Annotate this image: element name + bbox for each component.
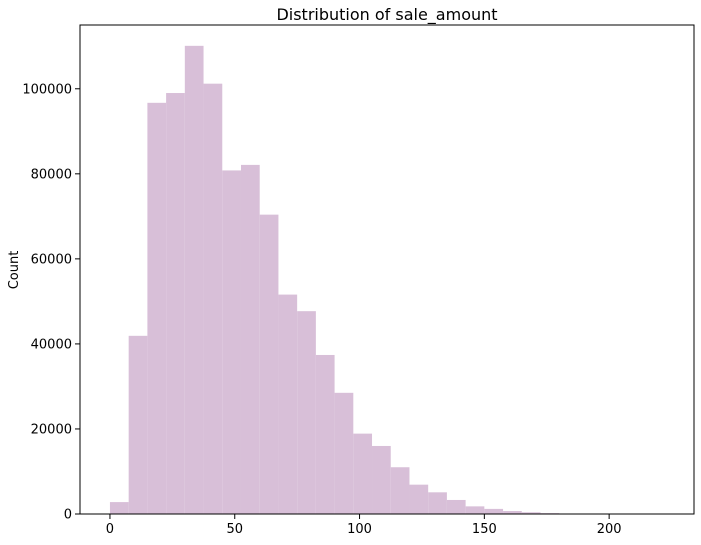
histogram-bar-3 <box>166 93 185 514</box>
histogram-bar-13 <box>353 434 372 514</box>
histogram-bar-16 <box>409 485 428 514</box>
y-tick-label-0: 0 <box>64 508 72 523</box>
x-tick-label-4: 200 <box>597 522 622 537</box>
histogram-bar-20 <box>484 509 503 514</box>
histogram-bar-19 <box>466 506 485 514</box>
y-axis-label: Count <box>7 251 22 290</box>
chart-title: Distribution of sale_amount <box>276 5 497 25</box>
histogram-bar-18 <box>447 500 466 514</box>
y-tick-label-2: 40000 <box>31 337 72 352</box>
histogram-bar-2 <box>147 103 166 514</box>
histogram-bar-8 <box>260 215 279 514</box>
x-tick-label-2: 100 <box>347 522 372 537</box>
histogram-bar-9 <box>278 295 297 514</box>
y-tick-label-3: 60000 <box>31 252 72 267</box>
histogram-bar-12 <box>335 393 354 514</box>
histogram-bar-7 <box>241 165 260 514</box>
histogram-bar-10 <box>297 311 316 514</box>
y-tick-label-4: 80000 <box>31 167 72 182</box>
histogram-bar-0 <box>110 502 129 514</box>
histogram-bar-1 <box>129 336 148 514</box>
histogram-bar-14 <box>372 446 391 514</box>
histogram-bar-11 <box>316 355 335 514</box>
histogram-bar-5 <box>204 84 223 514</box>
x-tick-label-1: 50 <box>226 522 243 537</box>
x-tick-label-0: 0 <box>106 522 114 537</box>
histogram-bar-15 <box>391 467 410 514</box>
histogram-bar-6 <box>222 170 241 514</box>
x-tick-label-3: 150 <box>472 522 497 537</box>
histogram-bar-4 <box>185 46 204 514</box>
y-tick-label-1: 20000 <box>31 422 72 437</box>
y-tick-label-5: 100000 <box>22 82 72 97</box>
histogram-bar-17 <box>428 492 447 514</box>
